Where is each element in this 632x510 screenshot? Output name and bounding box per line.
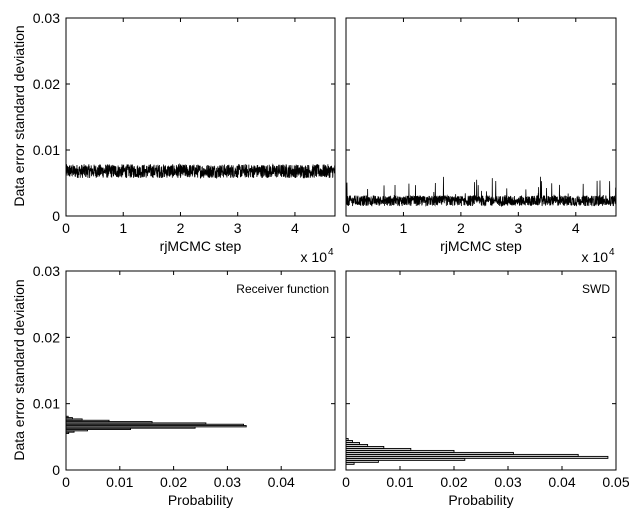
axes-frame [345, 17, 617, 217]
axes-frame [65, 17, 336, 217]
x-tick-label: 3 [514, 220, 522, 236]
x-tick-label: 0.03 [214, 474, 241, 490]
x-tick-label: 4 [572, 220, 580, 236]
y-tick-label: 0.03 [33, 10, 60, 26]
panel-title: SWD [582, 282, 610, 296]
x-axis-label: Probability [168, 492, 233, 508]
x-tick-label: 3 [234, 220, 242, 236]
x-axis-label: Probability [448, 492, 513, 508]
x-axis-label: rjMCMC step [440, 238, 522, 254]
x-tick-label: 4 [291, 220, 299, 236]
panel-histogram-swd: SWD 0 0.01 0.02 0.03 0.04 0.05 Probability [342, 270, 630, 508]
x-tick-label: 0 [62, 220, 70, 236]
x-axis-label: rjMCMC step [160, 238, 242, 254]
x-multiplier-label: x 10 [301, 249, 328, 265]
axes-frame [65, 270, 336, 471]
y-tick-label: 0.01 [33, 396, 60, 412]
y-tick-label: 0 [52, 208, 60, 224]
y-tick-label: 0 [52, 462, 60, 478]
y-tick-label: 0.03 [33, 263, 60, 279]
axes-frame [345, 270, 617, 471]
panel-trace-receiver-function: 0 1 2 3 4 0 0.01 0.02 0.03 rjMCMC step x 10 4 [33, 10, 336, 265]
trace-line [345, 176, 617, 208]
y-tick-label: 0.02 [33, 329, 60, 345]
x-tick-label: 0.03 [494, 474, 521, 490]
x-multiplier-exponent: 4 [609, 247, 615, 258]
panel-trace-swd: 0 1 2 3 4 rjMCMC step x 10 4 [342, 17, 617, 265]
trace-line [65, 162, 336, 179]
x-tick-label: 0 [62, 474, 70, 490]
x-tick-label: 0.01 [106, 474, 133, 490]
x-tick-label: 2 [177, 220, 185, 236]
y-tick-label: 0.02 [33, 76, 60, 92]
panel-title: Receiver function [236, 282, 329, 296]
x-tick-label: 0.02 [160, 474, 187, 490]
x-tick-label: 1 [119, 220, 127, 236]
x-tick-label: 0.04 [268, 474, 295, 490]
x-tick-label: 0.02 [440, 474, 467, 490]
y-tick-label: 0.01 [33, 142, 60, 158]
x-tick-label: 0.01 [386, 474, 413, 490]
x-tick-label: 0.05 [602, 474, 629, 490]
x-tick-label: 0 [342, 220, 350, 236]
y-axis-label-top: Data error standard deviation [11, 25, 27, 206]
x-tick-label: 1 [400, 220, 408, 236]
x-tick-label: 2 [457, 220, 465, 236]
x-multiplier-exponent: 4 [328, 247, 334, 258]
x-tick-label: 0.04 [548, 474, 575, 490]
x-tick-label: 0 [342, 474, 350, 490]
panel-histogram-receiver-function: Receiver function 0 0.01 0.02 0.03 0.04 0 0.01 0… [33, 263, 336, 508]
x-multiplier-label: x 10 [582, 249, 609, 265]
y-axis-label-bottom: Data error standard deviation [11, 279, 27, 460]
